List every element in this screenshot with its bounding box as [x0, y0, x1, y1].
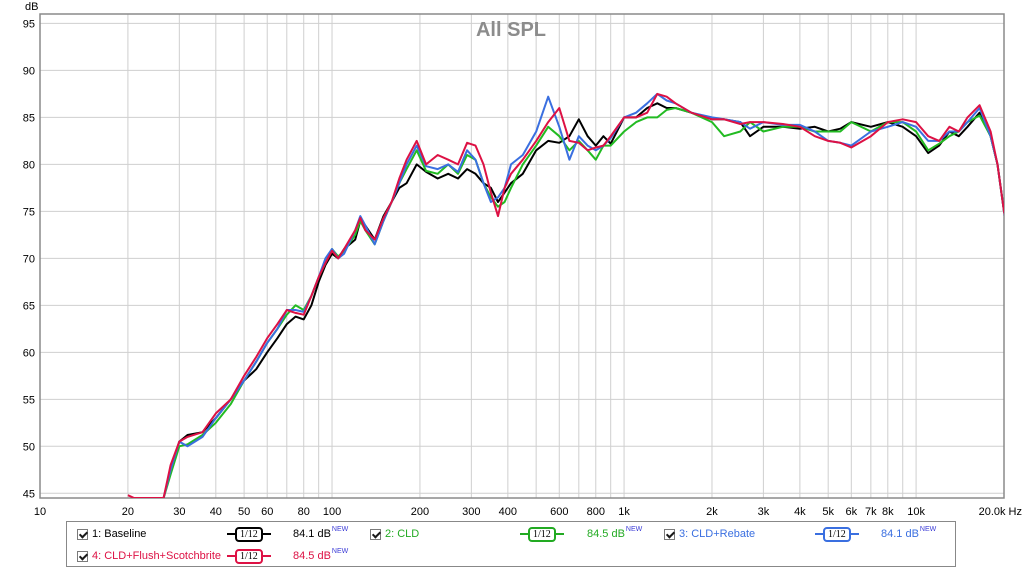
- x-tick-label: 3k: [758, 506, 770, 518]
- legend-label-cld: 2: CLD: [385, 528, 420, 540]
- x-tick-label: 600: [550, 506, 568, 518]
- y-tick-label: 55: [23, 394, 35, 406]
- y-tick-label: 45: [23, 488, 35, 500]
- new-badge: NEW: [331, 548, 349, 555]
- legend-label-cld-flush-scotchbrite: 4: CLD+Flush+Scotchbrite: [92, 550, 222, 562]
- x-tick-label: 7k: [865, 506, 877, 518]
- y-tick-label: 75: [23, 206, 35, 218]
- chart-title: All SPL: [476, 19, 546, 41]
- level-cld: 84.5 dBNEW: [587, 526, 643, 540]
- x-tick-label: 10k: [907, 506, 925, 518]
- legend-label-cld-rebate: 3: CLD+Rebate: [679, 528, 756, 540]
- y-tick-label: 85: [23, 112, 35, 124]
- legend-item-cld-rebate[interactable]: 3: CLD+Rebate: [664, 525, 755, 543]
- smoothing-label: 1/12: [235, 548, 263, 564]
- legend-label-baseline: 1: Baseline: [92, 528, 147, 540]
- x-tick-label: 4k: [794, 506, 806, 518]
- new-badge: NEW: [625, 526, 643, 533]
- legend: 1: Baseline 1/12 84.1 dBNEW 2: CLD 1/12 …: [66, 521, 956, 567]
- level-cld-rebate: 84.1 dBNEW: [881, 526, 937, 540]
- smoothing-cld-rebate[interactable]: 1/12: [815, 526, 859, 542]
- series-line-2-cld: [162, 107, 1004, 498]
- y-axis-label: dB: [25, 1, 38, 13]
- smoothing-cld-flush-scotchbrite[interactable]: 1/12: [227, 548, 271, 564]
- x-tick-label: 10: [34, 506, 46, 518]
- x-tick-label: 2k: [706, 506, 718, 518]
- plot-frame: [39, 13, 1005, 499]
- series-line-3-cld-rebate: [162, 92, 1004, 498]
- x-tick-label: 40: [210, 506, 222, 518]
- smoothing-label: 1/12: [823, 526, 851, 542]
- x-tick-label: 8k: [882, 506, 894, 518]
- x-tick-label: 60: [261, 506, 273, 518]
- checkbox-baseline[interactable]: [77, 528, 88, 540]
- x-tick-label: 300: [462, 506, 480, 518]
- y-tick-label: 80: [23, 159, 35, 171]
- x-tick-label: 50: [238, 506, 250, 518]
- series-line-4-cld-flush-scotchbrite: [127, 92, 1004, 498]
- x-tick-label: 1k: [618, 506, 630, 518]
- grid: [40, 14, 1004, 498]
- series-layer: [127, 92, 1004, 498]
- x-tick-labels: 10 20 30 40 50 60 80 100 200 300 400 600 800 1k 2k 3k 4k…: [34, 506, 1022, 518]
- y-tick-label: 60: [23, 347, 35, 359]
- x-tick-label: 30: [173, 506, 185, 518]
- smoothing-label: 1/12: [235, 526, 263, 542]
- spl-chart: 45 50 55 60 65 70 75 80 85 90 95 10 20 30 40 50 60 80 100…: [23, 1, 1022, 518]
- new-badge: NEW: [919, 526, 937, 533]
- checkbox-cld-flush-scotchbrite[interactable]: [77, 550, 88, 562]
- legend-item-cld[interactable]: 2: CLD: [370, 525, 419, 543]
- level-baseline: 84.1 dBNEW: [293, 526, 349, 540]
- x-tick-label: 5k: [822, 506, 834, 518]
- y-tick-label: 70: [23, 253, 35, 265]
- series-line-1-baseline: [162, 102, 1004, 498]
- level-value: 84.5 dB: [587, 528, 625, 540]
- x-tick-label: 6k: [845, 506, 857, 518]
- smoothing-baseline[interactable]: 1/12: [227, 526, 271, 542]
- level-value: 84.1 dB: [881, 528, 919, 540]
- smoothing-label: 1/12: [528, 526, 556, 542]
- x-tick-label: 20: [122, 506, 134, 518]
- y-tick-label: 65: [23, 300, 35, 312]
- smoothing-cld[interactable]: 1/12: [520, 526, 564, 542]
- checkbox-cld-rebate[interactable]: [664, 528, 675, 540]
- x-tick-label: 20.0k Hz: [979, 506, 1022, 518]
- level-value: 84.1 dB: [293, 528, 331, 540]
- x-tick-label: 80: [298, 506, 310, 518]
- x-tick-label: 200: [411, 506, 429, 518]
- level-cld-flush-scotchbrite: 84.5 dBNEW: [293, 548, 349, 562]
- level-value: 84.5 dB: [293, 550, 331, 562]
- new-badge: NEW: [331, 526, 349, 533]
- legend-item-baseline[interactable]: 1: Baseline: [77, 525, 146, 543]
- y-tick-label: 90: [23, 65, 35, 77]
- y-tick-label: 95: [23, 18, 35, 30]
- y-tick-labels: 45 50 55 60 65 70 75 80 85 90 95: [23, 18, 35, 500]
- legend-item-cld-flush-scotchbrite[interactable]: 4: CLD+Flush+Scotchbrite: [77, 547, 221, 565]
- x-tick-label: 800: [587, 506, 605, 518]
- checkbox-cld[interactable]: [370, 528, 381, 540]
- y-tick-label: 50: [23, 441, 35, 453]
- x-tick-label: 100: [323, 506, 341, 518]
- x-tick-label: 400: [499, 506, 517, 518]
